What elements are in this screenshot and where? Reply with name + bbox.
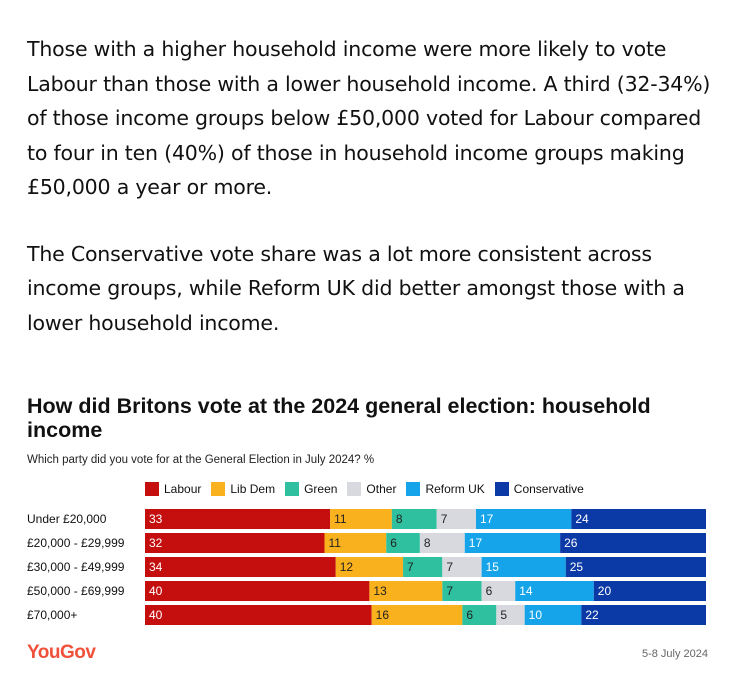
- bar-segment-labour: [145, 509, 331, 529]
- row-label: £20,000 - £29,999: [27, 536, 125, 550]
- legend-item-other: Other: [347, 482, 396, 496]
- article-paragraph-1: Those with a higher household income wer…: [27, 37, 711, 199]
- bar-value-label: 34: [149, 560, 163, 574]
- bar-segment-reform-uk: [524, 605, 582, 625]
- bar-segment-other: [436, 509, 476, 529]
- bar-segment-lib-dem: [324, 533, 387, 553]
- bar-value-label: 40: [149, 608, 163, 622]
- bar-value-label: 8: [424, 536, 431, 550]
- bar-value-label: 7: [441, 512, 448, 526]
- fieldwork-date: 5-8 July 2024: [641, 648, 708, 660]
- bar-segment-conservative: [593, 581, 706, 601]
- article-paragraph-2: The Conservative vote share was a lot mo…: [27, 241, 685, 335]
- legend-item-green: Green: [285, 482, 337, 496]
- chart-subtitle: Which party did you vote for at the Gene…: [27, 454, 375, 466]
- bar-segment-labour: [145, 557, 336, 577]
- bar-segment-other: [442, 557, 482, 577]
- chart-legend: Labour Lib Dem Green Other Reform UK Conserva…: [145, 480, 594, 498]
- chart-title: How did Britons vote at the 2024 general…: [27, 394, 651, 442]
- bar-segment-reform-uk: [515, 581, 594, 601]
- bar-segment-lib-dem: [330, 509, 392, 529]
- row-label: £70,000+: [27, 608, 77, 622]
- bar-value-label: 7: [407, 560, 414, 574]
- legend-label: Conservative: [513, 482, 584, 496]
- bar-value-label: 6: [486, 584, 493, 598]
- row-label: £30,000 - £49,999: [27, 560, 125, 574]
- bar-value-label: 40: [149, 584, 163, 598]
- bar-segment-conservative: [571, 509, 706, 529]
- legend-label: Green: [304, 482, 338, 496]
- bar-segment-labour: [145, 581, 370, 601]
- bar-segment-reform-uk: [475, 509, 572, 529]
- legend-label: Labour: [164, 482, 202, 496]
- bar-value-label: 6: [390, 536, 397, 550]
- bar-value-label: 12: [340, 560, 354, 574]
- legend-swatch: [285, 482, 300, 496]
- bar-segment-conservative: [581, 605, 706, 625]
- legend-item-lib-dem: Lib Dem: [211, 482, 275, 496]
- bar-value-label: 17: [469, 536, 483, 550]
- bar-value-label: 10: [529, 608, 543, 622]
- bar-value-label: 6: [466, 608, 473, 622]
- bar-value-label: 7: [446, 584, 453, 598]
- bar-value-label: 5: [500, 608, 507, 622]
- bar-value-label: 22: [585, 608, 599, 622]
- bar-value-label: 14: [519, 584, 533, 598]
- bar-value-label: 20: [598, 584, 612, 598]
- bar-segment-other: [481, 581, 516, 601]
- legend-label: Reform UK: [425, 482, 485, 496]
- bar-segment-lib-dem: [335, 557, 404, 577]
- bar-segment-other: [419, 533, 465, 553]
- bar-segment-lib-dem: [369, 581, 443, 601]
- bar-segment-green: [462, 605, 497, 625]
- legend-label: Lib Dem: [230, 482, 276, 496]
- bar-segment-green: [403, 557, 443, 577]
- bar-value-label: 32: [149, 536, 163, 550]
- bar-segment-conservative: [560, 533, 706, 553]
- bar-segment-conservative: [565, 557, 706, 577]
- legend-swatch: [406, 482, 421, 496]
- row-label: Under £20,000: [27, 512, 107, 526]
- yougov-logo: YouGov: [27, 642, 96, 663]
- bar-value-label: 8: [396, 512, 403, 526]
- bar-segment-green: [386, 533, 420, 553]
- bar-segment-other: [496, 605, 525, 625]
- bar-value-label: 11: [329, 536, 342, 550]
- bar-segment-green: [442, 581, 482, 601]
- bar-value-label: 17: [480, 512, 494, 526]
- bar-segment-green: [391, 509, 437, 529]
- legend-swatch: [211, 482, 226, 496]
- legend-swatch: [145, 482, 159, 496]
- bar-value-label: 11: [334, 512, 347, 526]
- legend-swatch: [494, 482, 509, 496]
- bar-segment-labour: [145, 605, 372, 625]
- stacked-bar-chart: Under £20,000 33 11 8 7 17 24£20,000 - £29,999…: [27, 509, 706, 625]
- bar-segment-reform-uk: [481, 557, 566, 577]
- legend-swatch: [347, 482, 362, 496]
- bar-value-label: 24: [575, 512, 589, 526]
- bar-segment-lib-dem: [371, 605, 463, 625]
- bar-value-label: 26: [564, 536, 578, 550]
- legend-item-conservative: Conservative: [494, 482, 584, 496]
- bar-value-label: 25: [570, 560, 584, 574]
- legend-label: Other: [366, 482, 397, 496]
- row-label: £50,000 - £69,999: [27, 584, 125, 598]
- legend-item-labour: Labour: [145, 482, 201, 496]
- bar-value-label: 33: [149, 512, 163, 526]
- bar-value-label: 15: [486, 560, 500, 574]
- legend-item-reform-uk: Reform UK: [406, 482, 485, 496]
- bar-segment-labour: [145, 533, 325, 553]
- bar-value-label: 13: [373, 584, 387, 598]
- article-text: Those with a higher household income wer…: [27, 32, 727, 340]
- bar-segment-reform-uk: [464, 533, 561, 553]
- bar-value-label: 16: [376, 608, 390, 622]
- bar-value-label: 7: [446, 560, 453, 574]
